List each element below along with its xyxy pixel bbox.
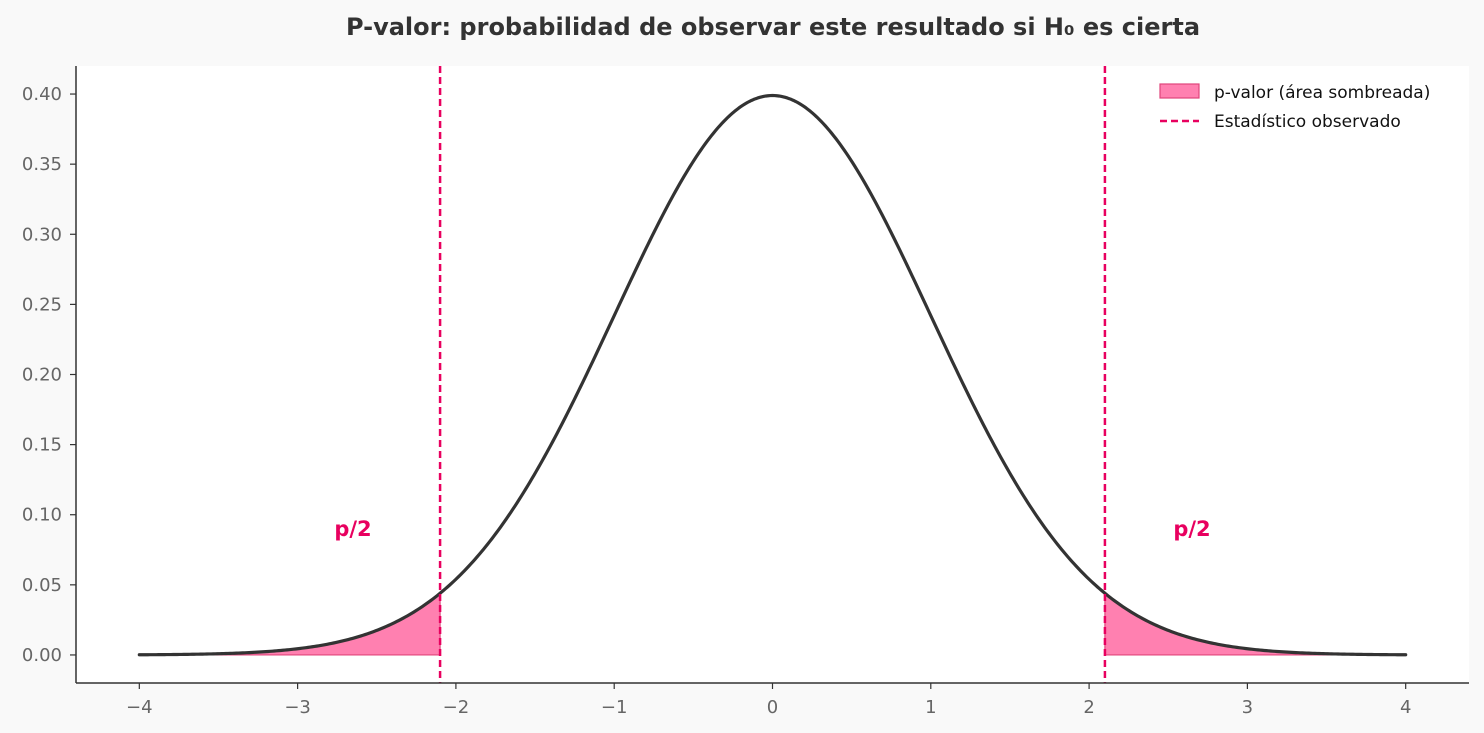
annotation-left: p/2 bbox=[334, 517, 371, 541]
legend-label-observed: Estadístico observado bbox=[1214, 112, 1401, 132]
x-tick-label: 4 bbox=[1400, 697, 1411, 718]
y-tick-label: 0.10 bbox=[22, 505, 62, 526]
legend: p-valor (área sombreada) Estadístico obs… bbox=[1159, 83, 1430, 132]
y-tick-label: 0.35 bbox=[22, 154, 62, 175]
x-tick-label: 3 bbox=[1242, 697, 1253, 718]
y-tick-label: 0.20 bbox=[22, 365, 62, 386]
x-tick-label: 0 bbox=[767, 697, 778, 718]
x-tick-label: −3 bbox=[284, 697, 311, 718]
y-tick-label: 0.25 bbox=[22, 294, 62, 315]
x-tick-label: 1 bbox=[925, 697, 936, 718]
plot-area bbox=[76, 66, 1469, 683]
y-tick-label: 0.05 bbox=[22, 575, 62, 596]
x-ticks: −4 −3 −2 −1 0 1 2 3 4 bbox=[126, 683, 1411, 718]
x-tick-label: −2 bbox=[443, 697, 470, 718]
annotations: p/2 p/2 bbox=[334, 517, 1210, 541]
x-tick-label: −4 bbox=[126, 697, 153, 718]
annotation-right: p/2 bbox=[1173, 517, 1210, 541]
x-tick-label: −1 bbox=[601, 697, 628, 718]
y-tick-label: 0.15 bbox=[22, 435, 62, 456]
y-tick-label: 0.40 bbox=[22, 84, 62, 105]
observed-statistic-lines bbox=[438, 66, 1107, 683]
x-tick-label: 2 bbox=[1083, 697, 1094, 718]
legend-patch bbox=[1159, 83, 1200, 99]
legend-label-pvalue: p-valor (área sombreada) bbox=[1214, 83, 1430, 103]
y-tick-label: 0.00 bbox=[22, 645, 62, 666]
curve-layer bbox=[137, 93, 1408, 657]
y-ticks: 0.00 0.05 0.10 0.15 0.20 0.25 0.30 0.35 0.40 bbox=[22, 84, 76, 666]
chart-title: P-valor: probabilidad de observar este r… bbox=[346, 13, 1200, 41]
normal-curve bbox=[137, 93, 1408, 657]
y-tick-label: 0.30 bbox=[22, 224, 62, 245]
